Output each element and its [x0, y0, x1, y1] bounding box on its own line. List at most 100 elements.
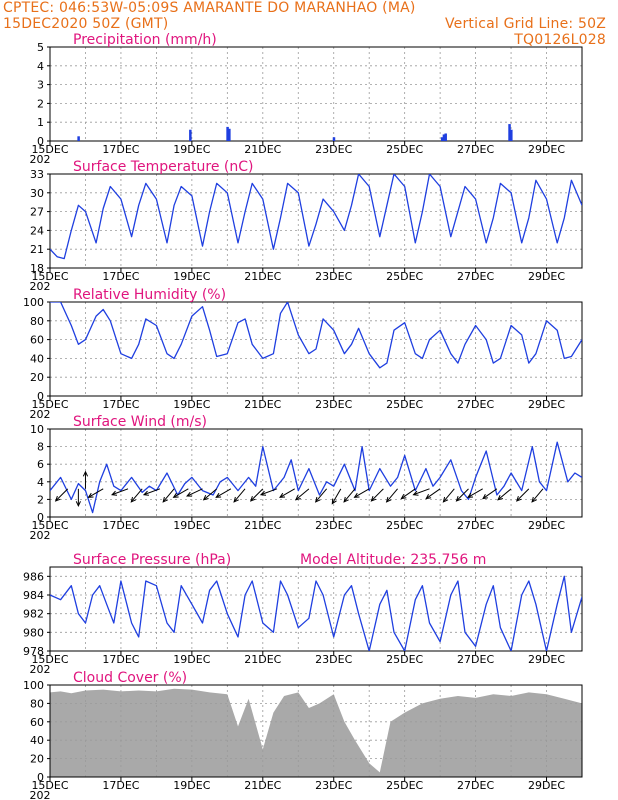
wind-arrow-shaft: [456, 488, 469, 502]
header-grid-line: Vertical Grid Line: 50Z: [444, 16, 606, 32]
y-tick-label: 3: [37, 79, 44, 92]
x-tick-label: 21DEC: [244, 398, 281, 411]
y-tick-label: 21: [30, 243, 44, 256]
precip-bar: [189, 129, 192, 141]
x-tick-label: 21DEC: [244, 143, 281, 156]
wind-arrow-shaft: [203, 488, 218, 501]
wind-arrow-head: [186, 491, 193, 497]
panel-frame: [49, 428, 583, 518]
precip-bar: [508, 124, 511, 141]
x-tick-label: 23DEC: [315, 519, 352, 532]
precip-bar: [510, 129, 513, 141]
y-tick-label: 40: [30, 734, 44, 747]
y-tick-label: 100: [23, 679, 44, 692]
x-tick-label: 21DEC: [244, 653, 281, 666]
wind-arrow-head: [87, 492, 94, 498]
wind-arrow-head: [412, 490, 419, 496]
wind-arrow-shaft: [233, 488, 246, 503]
wind-line: [50, 441, 582, 514]
x-tick-label: 17DEC: [102, 519, 139, 532]
x-tick-label: 29DEC: [528, 653, 565, 666]
x-tick-label: 21DEC: [244, 779, 281, 792]
wind-arrow-shaft: [88, 488, 104, 498]
x-tick-label: 23DEC: [315, 398, 352, 411]
wind-arrow-head: [162, 496, 169, 503]
x-tick-label: 27DEC: [457, 143, 494, 156]
wind-arrow-shaft: [173, 488, 189, 498]
precip-bar: [226, 126, 229, 141]
y-tick-label: 4: [37, 60, 44, 73]
wind-arrow-head: [172, 492, 179, 498]
x-tick-label: 21DEC: [244, 270, 281, 283]
x-year-label: 202: [30, 280, 51, 293]
wind-arrow-shaft: [250, 488, 264, 502]
wind-arrow-head: [233, 496, 239, 503]
y-tick-label: 982: [23, 608, 44, 621]
panel-frame: [49, 566, 583, 652]
wind-arrow-head: [343, 496, 349, 503]
wind-arrow-shaft: [425, 488, 441, 500]
wind-arrow-head: [370, 495, 377, 502]
wind-arrow-head: [353, 492, 360, 498]
x-tick-label: 25DEC: [386, 398, 423, 411]
x-tick-label: 23DEC: [315, 143, 352, 156]
precip-bar: [77, 136, 80, 141]
wind-arrow-head: [314, 496, 321, 503]
wind-arrow-shaft: [315, 488, 328, 503]
wind-arrow-shaft: [443, 488, 455, 503]
y-tick-label: 0: [37, 771, 44, 784]
wind-arrow-shaft: [111, 488, 129, 496]
wind-arrow-shaft: [354, 488, 370, 498]
y-tick-label: 20: [30, 753, 44, 766]
wind-arrow-shaft: [343, 488, 356, 503]
wind-arrow-shaft: [386, 488, 398, 503]
x-tick-label: 19DEC: [173, 270, 210, 283]
wind-arrow-head: [111, 490, 118, 496]
wind-arrow-shaft: [497, 488, 512, 501]
wind-arrow-head: [82, 470, 89, 477]
pressure-line: [50, 575, 582, 651]
y-tick-label: 10: [30, 423, 44, 436]
x-tick-label: 23DEC: [315, 270, 352, 283]
wind-arrow-head: [279, 492, 286, 498]
wind-arrow-head: [202, 495, 209, 501]
wind-arrow-shaft: [516, 488, 530, 502]
wind-arrow-head: [259, 490, 267, 496]
wind-arrow-shaft: [331, 488, 342, 504]
wind-arrow-shaft: [55, 488, 69, 502]
precip-bar: [440, 137, 444, 141]
precip-bar: [442, 134, 446, 141]
x-tick-label: 15DEC: [31, 143, 68, 156]
x-tick-label: 17DEC: [102, 653, 139, 666]
wind-arrow-head: [142, 490, 149, 496]
x-tick-label: 29DEC: [528, 270, 565, 283]
panel-frame: [49, 46, 583, 142]
x-tick-label: 17DEC: [102, 270, 139, 283]
wind-arrow-shaft: [531, 488, 544, 503]
y-tick-label: 5: [37, 41, 44, 54]
y-tick-label: 60: [30, 716, 44, 729]
x-tick-label: 23DEC: [315, 653, 352, 666]
x-year-label: 202: [30, 408, 51, 421]
wind-arrow-shaft: [130, 488, 143, 503]
temp-line: [50, 174, 582, 260]
y-tick-label: 80: [30, 315, 44, 328]
x-tick-label: 15DEC: [31, 519, 68, 532]
wind-arrow-head: [515, 495, 522, 502]
wind-arrow-shaft: [143, 488, 161, 496]
wind-arrow-shaft: [215, 488, 232, 498]
x-year-label: 202: [30, 663, 51, 676]
wind-arrow-shaft: [401, 488, 416, 500]
wind-arrow-head: [75, 501, 81, 507]
x-tick-label: 19DEC: [173, 779, 210, 792]
x-tick-label: 19DEC: [173, 653, 210, 666]
panel-title: Surface Temperature (nC): [73, 159, 254, 175]
x-tick-label: 27DEC: [457, 779, 494, 792]
panel-frame: [49, 301, 583, 397]
wind-arrow-shaft: [279, 488, 295, 498]
wind-arrow-head: [130, 496, 137, 503]
y-tick-label: 1: [37, 116, 44, 129]
x-tick-label: 17DEC: [102, 143, 139, 156]
wind-arrow-head: [425, 493, 432, 500]
